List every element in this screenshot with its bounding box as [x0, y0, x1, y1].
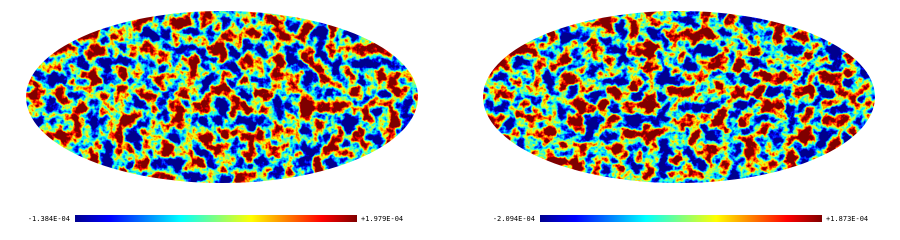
colorbar-max: +1.873E-04 — [826, 215, 868, 223]
sky-map: -1.384E-04 +1.979E-04 — [26, 11, 418, 223]
map-image — [26, 11, 418, 183]
sky-map: -2.094E-04 +1.873E-04 — [483, 11, 875, 223]
colorbar — [540, 215, 822, 222]
map-image — [483, 11, 875, 183]
colorbar — [75, 215, 357, 222]
colorbar-max: +1.979E-04 — [361, 215, 403, 223]
colorbar-min: -1.384E-04 — [28, 215, 70, 223]
colorbar-min: -2.094E-04 — [493, 215, 535, 223]
